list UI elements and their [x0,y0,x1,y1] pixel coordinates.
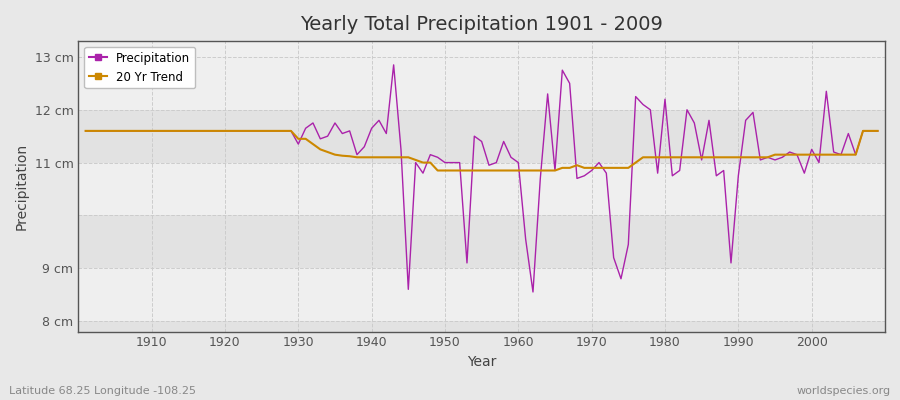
Y-axis label: Precipitation: Precipitation [15,143,29,230]
Text: worldspecies.org: worldspecies.org [796,386,891,396]
Bar [78,321,885,332]
Bar [78,215,885,268]
Bar [78,41,885,57]
Bar [78,57,885,110]
Bar [78,110,885,162]
Text: Latitude 68.25 Longitude -108.25: Latitude 68.25 Longitude -108.25 [9,386,196,396]
Bar [78,268,885,321]
X-axis label: Year: Year [467,355,496,369]
Legend: Precipitation, 20 Yr Trend: Precipitation, 20 Yr Trend [85,47,195,88]
Title: Yearly Total Precipitation 1901 - 2009: Yearly Total Precipitation 1901 - 2009 [301,15,663,34]
Bar [78,162,885,215]
